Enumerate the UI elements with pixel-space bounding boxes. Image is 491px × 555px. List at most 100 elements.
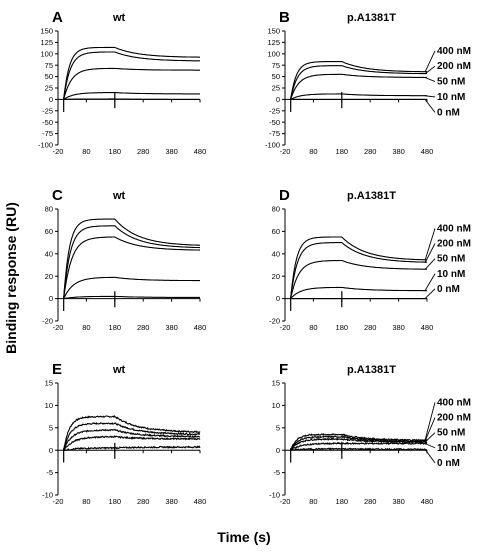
y-tick-label: 60 [272,227,280,236]
panel-c: -20 0 20 40 60 80 -20 80 180 280 380 480 C wt [42,187,206,332]
x-tick-label: 180 [109,323,122,332]
series-label: 10 nM [437,443,465,454]
panel-letter: D [279,187,290,204]
series-leader-line [424,258,436,270]
y-tick-label: 25 [45,84,53,93]
panel-letter: C [52,187,63,204]
x-tick-label: 280 [364,147,377,156]
panel-title: p.A1381T [347,190,396,202]
y-tick-label: -100 [38,141,53,150]
series-line [290,435,428,451]
y-tick-label: 100 [267,49,280,58]
y-tick-label: -10 [42,491,53,500]
y-tick-label: 0 [49,446,53,455]
series-line [63,92,200,100]
series-line [290,61,428,100]
y-tick-label: 40 [45,249,53,258]
series-line [63,225,200,299]
y-tick-label: 150 [40,27,53,36]
y-axis-label: Binding response (RU) [3,202,19,354]
y-tick-label: -10 [269,491,280,500]
y-tick-label: 75 [45,61,53,70]
x-tick-label: 480 [421,497,434,506]
series-line [63,98,200,100]
series-line [290,93,427,100]
y-tick-label: -75 [269,129,280,138]
y-tick-label: 10 [45,401,53,410]
series-label: 400 nM [437,397,471,408]
panel-letter: E [52,361,62,378]
x-tick-label: 380 [165,147,178,156]
x-tick-label: 80 [309,323,317,332]
panel-title: p.A1381T [347,12,396,24]
y-tick-label: 80 [272,205,280,214]
y-tick-label: 50 [45,72,53,81]
panel-f: -10 -5 0 5 10 15 -20 80 180 280 380 480 F p.A1381T 400… [269,361,471,506]
series-leader-line [424,50,436,73]
y-tick-label: 125 [267,38,280,47]
x-tick-label: -20 [53,323,64,332]
series-leader-line [424,402,436,441]
series-line [63,276,200,299]
x-axis-label: Time (s) [217,529,270,545]
series-line [63,46,200,100]
x-tick-label: 480 [194,323,207,332]
series-label: 10 nM [437,269,465,280]
series-leader-line [424,273,436,291]
series-label: 50 nM [437,254,465,265]
panel-b: -100 -75 -50 -25 0 25 50 75 100 125 150 -20 80 180 280… [265,9,471,156]
panel-letter: B [279,9,290,26]
x-tick-label: 80 [82,497,90,506]
x-tick-label: 480 [421,147,434,156]
x-tick-label: -20 [280,497,291,506]
series-leader-line [424,288,436,299]
y-tick-label: -5 [273,468,280,477]
series-line [290,73,427,100]
y-tick-label: 75 [272,61,280,70]
x-tick-label: 480 [194,147,207,156]
series-line [290,286,427,299]
panel-e: -10 -5 0 5 10 15 -20 80 180 280 380 480 E wt [42,361,206,506]
y-tick-label: 5 [49,423,53,432]
series-label: 50 nM [437,428,465,439]
series-label: 200 nM [437,239,471,250]
y-tick-label: 80 [45,205,53,214]
y-tick-label: -75 [42,129,53,138]
y-tick-label: 15 [45,379,53,388]
y-tick-label: -20 [269,317,280,326]
series-leader-line [424,77,436,82]
y-tick-label: 0 [276,95,280,104]
y-tick-label: 20 [272,272,280,281]
y-tick-label: 5 [276,423,280,432]
series-line [63,51,200,100]
y-tick-label: -50 [269,118,280,127]
panel-letter: A [52,9,63,26]
x-tick-label: 180 [109,147,122,156]
x-tick-label: 180 [336,323,349,332]
x-tick-label: 480 [194,497,207,506]
series-label: 50 nM [437,77,465,88]
x-tick-label: 380 [165,323,178,332]
x-tick-label: 480 [421,323,434,332]
x-tick-label: 80 [82,147,90,156]
series-label: 10 nM [437,92,465,103]
y-tick-label: -5 [46,468,53,477]
y-tick-label: -25 [269,106,280,115]
series-line [290,236,427,299]
series-label: 0 nM [437,284,460,295]
series-line [290,242,427,299]
panel-letter: F [279,361,288,378]
y-tick-label: 0 [276,446,280,455]
y-tick-label: 20 [45,272,53,281]
y-tick-label: 10 [272,401,280,410]
series-line [63,428,201,451]
x-tick-label: -20 [280,147,291,156]
series-line [63,421,201,450]
panel-d: -20 0 20 40 60 80 -20 80 180 280 380 480 D p.A1381T 40… [269,187,471,332]
series-leader-line [424,417,436,442]
series-label: 200 nM [437,61,471,72]
y-tick-label: 25 [272,84,280,93]
series-leader-line [424,443,436,449]
